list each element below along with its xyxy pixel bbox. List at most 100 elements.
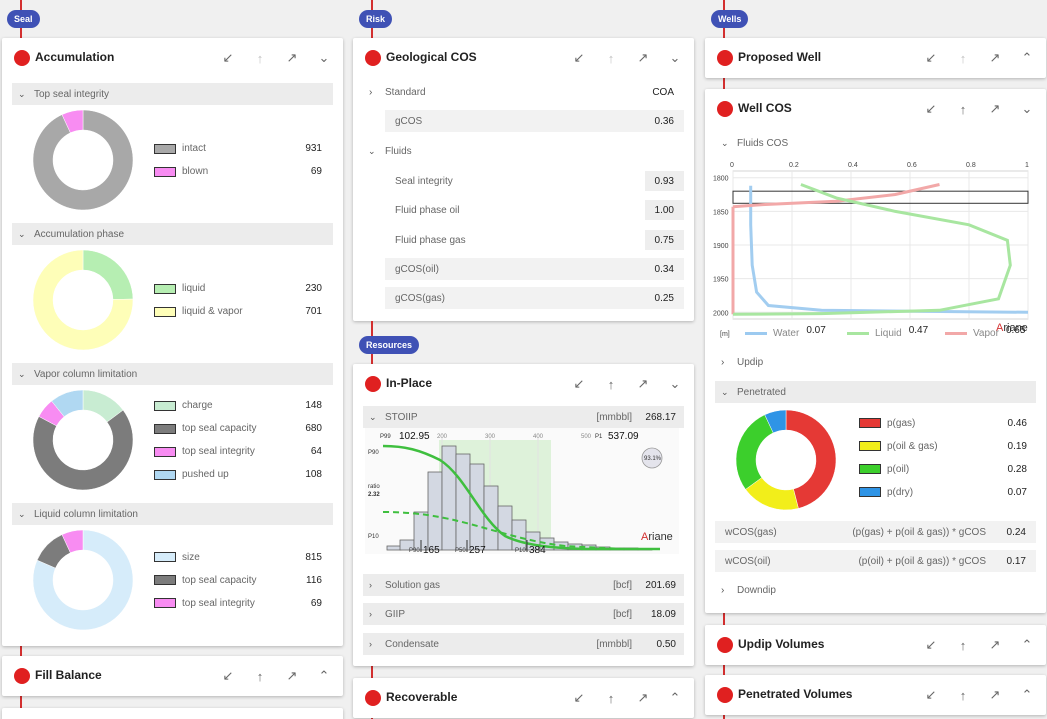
chevron-down-icon[interactable]: ⌄ [18, 88, 26, 99]
legend-item[interactable]: top seal integrity 69 [154, 596, 322, 610]
stoiip-header[interactable]: ⌄ STOIIP [mmbbl] 268.17 [363, 406, 684, 428]
up-arrow-icon[interactable]: ↑ [959, 637, 967, 653]
expand-icon[interactable]: ↗ [989, 50, 1001, 65]
chevron-down-icon[interactable]: ⌄ [669, 376, 681, 391]
seal-pill[interactable]: Seal [7, 10, 40, 28]
chevron-down-icon[interactable]: ⌄ [18, 508, 26, 519]
penetrated-header[interactable]: ⌄ Penetrated [715, 381, 1036, 403]
donut-slice[interactable] [61, 109, 84, 134]
chevron-up-icon[interactable]: ⌃ [1021, 637, 1033, 652]
chevron-right-icon[interactable]: › [369, 639, 372, 649]
chevron-up-icon[interactable]: ⌃ [1021, 50, 1033, 65]
up-arrow-icon[interactable]: ↑ [959, 101, 967, 117]
up-arrow-icon[interactable]: ↑ [607, 50, 615, 66]
legend-item[interactable]: p(oil & gas) 0.19 [859, 439, 1027, 453]
chevron-down-icon[interactable]: ⌄ [721, 386, 729, 397]
fluid-legend-item[interactable]: Liquid 0.47 [847, 325, 928, 340]
in-place-row[interactable]: › GIIP [bcf] 18.09 [363, 603, 684, 625]
chevron-down-icon[interactable]: ⌄ [18, 228, 26, 239]
legend-item[interactable]: charge 148 [154, 399, 322, 413]
downdip-row[interactable]: › Downdip [715, 579, 1036, 601]
donut-slice[interactable] [32, 109, 134, 211]
expand-icon[interactable]: ↗ [989, 637, 1001, 652]
donut-slice[interactable] [51, 389, 84, 417]
donut-slice[interactable] [61, 529, 84, 554]
expand-icon[interactable]: ↗ [989, 687, 1001, 702]
up-arrow-icon[interactable]: ↑ [607, 376, 615, 392]
fluid-row-value-box[interactable]: 1.00 [644, 200, 684, 220]
fluid-legend-item[interactable]: Water 0.07 [745, 325, 826, 340]
expand-icon[interactable]: ↗ [637, 690, 649, 705]
pie-slice[interactable] [735, 414, 774, 490]
up-arrow-icon[interactable]: ↑ [607, 690, 615, 706]
chevron-up-icon[interactable]: ⌃ [318, 668, 330, 683]
resources-pill[interactable]: Resources [359, 336, 420, 354]
chevron-down-icon[interactable]: ⌄ [1021, 101, 1033, 116]
fluid-row-value-box[interactable]: 0.93 [644, 171, 684, 191]
risk-pill[interactable]: Risk [359, 10, 393, 28]
collapse-icon[interactable]: ↙ [573, 50, 585, 65]
chevron-right-icon[interactable]: › [721, 584, 725, 596]
collapse-icon[interactable]: ↙ [925, 687, 937, 702]
collapse-icon[interactable]: ↙ [222, 668, 234, 683]
up-arrow-icon[interactable]: ↑ [959, 687, 967, 703]
donut-slice[interactable] [82, 249, 134, 300]
section-header[interactable]: ⌄ Liquid column limitation [12, 503, 333, 525]
expand-icon[interactable]: ↗ [286, 668, 298, 683]
in-place-row[interactable]: › Condensate [mmbbl] 0.50 [363, 633, 684, 655]
in-place-row[interactable]: › Solution gas [bcf] 201.69 [363, 574, 684, 596]
chevron-down-icon[interactable]: ⌄ [369, 411, 377, 422]
chevron-down-icon[interactable]: ⌄ [669, 50, 681, 65]
collapse-icon[interactable]: ↙ [573, 376, 585, 391]
chevron-right-icon[interactable]: › [369, 609, 372, 619]
expand-icon[interactable]: ↗ [989, 101, 1001, 116]
legend-item[interactable]: liquid 230 [154, 282, 322, 296]
chevron-up-icon[interactable]: ⌃ [1021, 687, 1033, 702]
donut-slice[interactable] [32, 529, 134, 631]
chevron-down-icon[interactable]: ⌄ [368, 145, 376, 156]
section-header[interactable]: ⌄ Top seal integrity [12, 83, 333, 105]
chevron-down-icon[interactable]: ⌄ [721, 137, 729, 148]
chevron-right-icon[interactable]: › [369, 86, 373, 98]
chevron-down-icon[interactable]: ⌄ [318, 50, 330, 65]
chevron-right-icon[interactable]: › [369, 580, 372, 590]
up-arrow-icon[interactable]: ↑ [256, 668, 264, 684]
legend-item[interactable]: top seal capacity 116 [154, 573, 322, 587]
collapse-icon[interactable]: ↙ [925, 101, 937, 116]
chevron-down-icon[interactable]: ⌄ [18, 368, 26, 379]
expand-icon[interactable]: ↗ [637, 50, 649, 65]
legend-item[interactable]: top seal integrity 64 [154, 445, 322, 459]
collapse-icon[interactable]: ↙ [222, 50, 234, 65]
legend-item[interactable]: pushed up 108 [154, 468, 322, 482]
probability-badge[interactable] [641, 447, 663, 469]
updip-row[interactable]: › Updip [715, 351, 1036, 373]
up-arrow-icon[interactable]: ↑ [256, 50, 264, 66]
legend-item[interactable]: p(dry) 0.07 [859, 485, 1027, 499]
legend-item[interactable]: size 815 [154, 550, 322, 564]
chevron-right-icon[interactable]: › [721, 356, 725, 368]
section-header[interactable]: ⌄ Vapor column limitation [12, 363, 333, 385]
section-header[interactable]: ⌄ Accumulation phase [12, 223, 333, 245]
fluid-row-value-box[interactable]: 0.75 [644, 230, 684, 250]
legend-item[interactable]: intact 931 [154, 142, 322, 156]
legend-item[interactable]: liquid & vapor 701 [154, 305, 322, 319]
collapse-icon[interactable]: ↙ [925, 50, 937, 65]
collapse-icon[interactable]: ↙ [573, 690, 585, 705]
legend-item[interactable]: top seal capacity 680 [154, 422, 322, 436]
donut-slice[interactable] [32, 249, 134, 351]
fluids-cos-header[interactable]: ⌄ Fluids COS [715, 132, 1036, 154]
expand-icon[interactable]: ↗ [286, 50, 298, 65]
collapse-icon[interactable]: ↙ [925, 637, 937, 652]
fluids-row[interactable]: ⌄ Fluids [363, 140, 684, 162]
legend-item[interactable]: p(gas) 0.46 [859, 416, 1027, 430]
legend-item[interactable]: blown 69 [154, 165, 322, 179]
pie-slice[interactable] [764, 409, 787, 434]
chevron-up-icon[interactable]: ⌃ [669, 690, 681, 705]
donut-slice[interactable] [32, 409, 134, 491]
fluid-legend-item[interactable]: Vapor 0.65 [945, 325, 1025, 340]
wells-pill[interactable]: Wells [711, 10, 749, 28]
pie-slice[interactable] [785, 409, 837, 509]
legend-item[interactable]: p(oil) 0.28 [859, 462, 1027, 476]
up-arrow-icon[interactable]: ↑ [959, 50, 967, 66]
expand-icon[interactable]: ↗ [637, 376, 649, 391]
